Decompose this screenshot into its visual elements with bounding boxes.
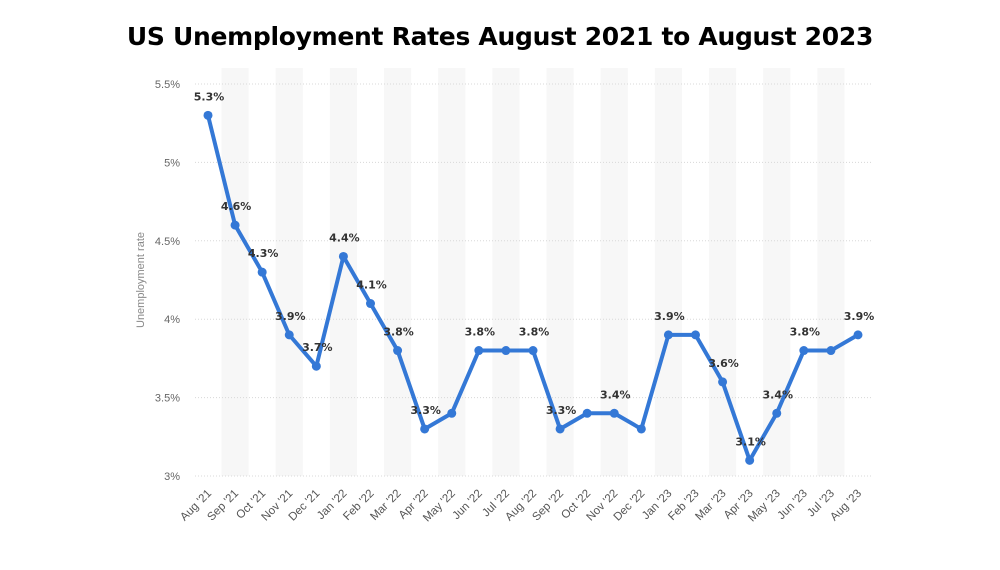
data-label: 3.9%: [844, 310, 875, 323]
y-tick-label: 3%: [164, 471, 180, 483]
data-label: 3.8%: [383, 326, 414, 339]
x-tick-label: Jun '23: [775, 488, 809, 522]
column-band: [600, 68, 628, 476]
data-label: 4.3%: [248, 247, 279, 260]
data-label: 3.8%: [519, 326, 550, 339]
data-point: [230, 220, 240, 230]
data-label: 4.6%: [221, 200, 252, 213]
data-point: [203, 110, 213, 120]
data-point: [853, 330, 863, 340]
data-point: [257, 267, 267, 277]
data-point: [311, 361, 321, 371]
data-point: [636, 424, 646, 434]
data-point: [501, 346, 511, 356]
data-label: 3.4%: [762, 388, 793, 401]
data-point: [528, 346, 538, 356]
data-label: 3.9%: [654, 310, 685, 323]
data-point: [718, 377, 728, 387]
column-band: [654, 68, 682, 476]
data-point: [447, 408, 457, 418]
data-point: [420, 424, 430, 434]
data-label: 3.4%: [600, 388, 631, 401]
data-label: 3.8%: [790, 326, 821, 339]
data-label: 3.6%: [708, 357, 739, 370]
x-tick-label: Jun '22: [450, 488, 484, 522]
data-point: [555, 424, 565, 434]
gridlines: [195, 83, 873, 477]
data-label: 3.8%: [465, 326, 496, 339]
data-point: [582, 408, 592, 418]
series-line: [206, 113, 860, 463]
data-label: 4.4%: [329, 231, 360, 244]
data-point: [366, 299, 375, 309]
x-tick-label: Mar '22: [368, 488, 403, 523]
y-axis-label: Unemployment rate: [135, 232, 147, 328]
data-label: 3.9%: [275, 310, 306, 323]
y-tick-label: 4%: [164, 314, 180, 326]
column-band: [763, 68, 791, 476]
x-tick-label: Mar '23: [693, 488, 728, 523]
column-band: [275, 68, 303, 476]
data-point: [799, 346, 809, 356]
column-band: [221, 68, 249, 476]
column-band: [817, 68, 845, 476]
data-point: [609, 408, 619, 418]
data-points: [203, 110, 863, 465]
data-label: 5.3%: [194, 90, 225, 103]
data-label: 3.3%: [546, 404, 577, 417]
data-label: 4.1%: [356, 279, 387, 292]
y-tick-label: 5.5%: [155, 79, 180, 91]
data-point: [284, 330, 294, 340]
y-tick-label: 3.5%: [155, 393, 180, 405]
column-band: [384, 68, 412, 476]
data-label: 3.3%: [410, 404, 441, 417]
data-point: [393, 346, 403, 356]
y-tick-label: 4.5%: [155, 236, 180, 248]
column-band: [492, 68, 520, 476]
data-point: [691, 330, 700, 340]
data-point: [745, 455, 755, 465]
data-labels: 5.3% 4.6% 4.3% 3.9% 3.7% 4.4% 4.1% 3.8% 3.3% 3.8%…: [194, 90, 875, 448]
data-point: [663, 330, 673, 340]
data-point: [338, 251, 348, 261]
data-label: 3.1%: [735, 435, 766, 448]
data-point: [772, 408, 782, 418]
data-label: 3.7%: [302, 341, 333, 354]
y-tick-label: 5%: [164, 157, 180, 169]
data-point: [826, 346, 836, 356]
chart-title: US Unemployment Rates August 2021 to Aug…: [126, 22, 874, 51]
y-axis-ticks: 3% 3.5% 4% 4.5% 5% 5.5%: [155, 79, 180, 483]
column-band: [438, 68, 466, 476]
column-bands: [221, 68, 845, 476]
data-point: [474, 346, 484, 356]
